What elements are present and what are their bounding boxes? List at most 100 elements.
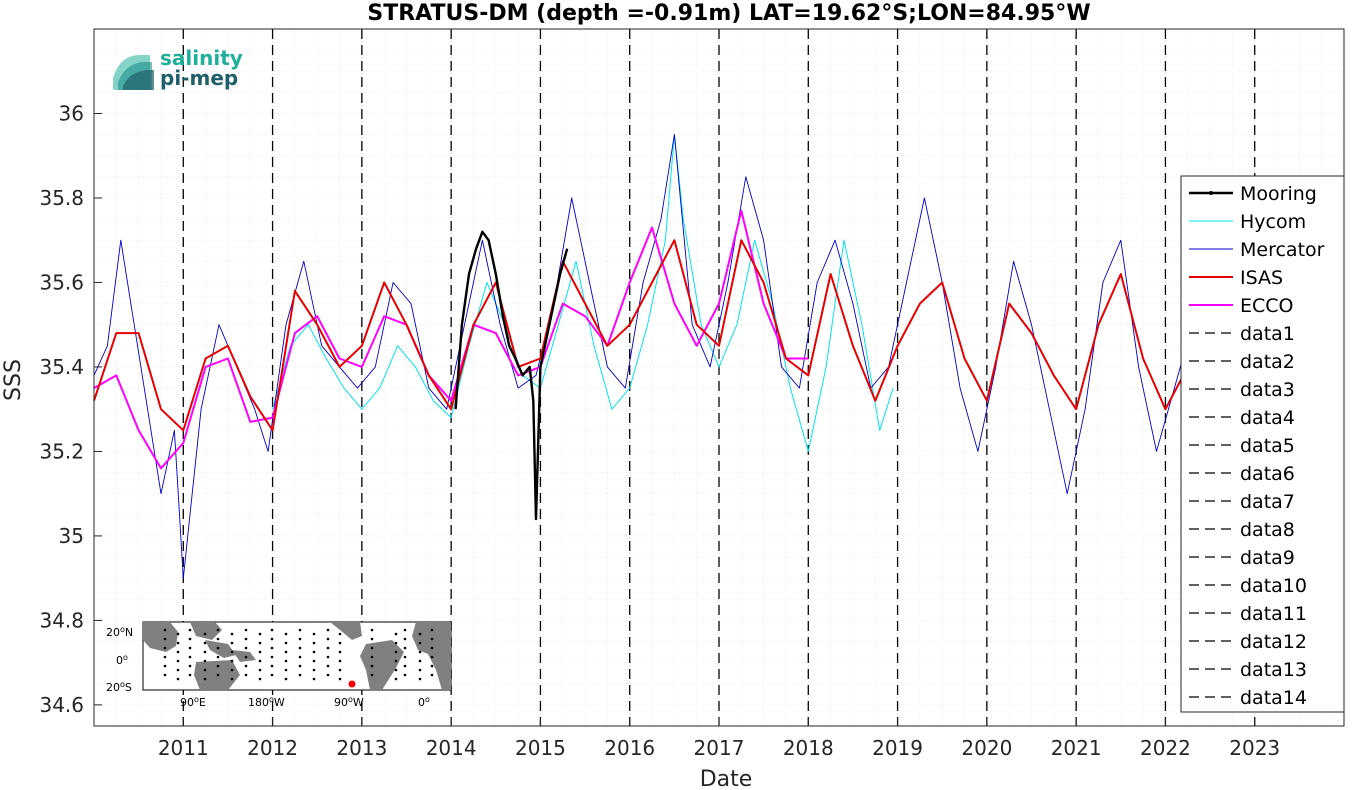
inset-map-dot	[298, 637, 302, 641]
inset-map-dot	[258, 677, 262, 681]
y-tick-label: 35	[59, 524, 84, 548]
inset-map-dot	[418, 641, 422, 645]
series-line-ecco	[93, 209, 809, 470]
legend-label-data1: data1	[1240, 323, 1295, 345]
inset-map-dot	[403, 673, 407, 677]
inset-map-dot	[338, 641, 342, 645]
legend-label-data6: data6	[1240, 463, 1295, 485]
legend-label-data4: data4	[1240, 407, 1295, 429]
y-axis-label: SSS	[1, 359, 26, 401]
inset-map-dot	[326, 664, 330, 668]
legend-label-mooring: Mooring	[1240, 183, 1317, 205]
legend: Mooring Hycom Mercator ISAS ECCO data1 data2 da…	[1180, 175, 1345, 713]
inset-map-dot	[270, 637, 274, 641]
legend-label-data9: data9	[1240, 547, 1295, 569]
inset-map-dot	[163, 664, 167, 668]
inset-map-dot	[326, 628, 330, 632]
legend-label-data7: data7	[1240, 491, 1295, 513]
inset-map-dot	[270, 655, 274, 659]
legend-label-data13: data13	[1240, 659, 1307, 681]
inset-map-dot	[370, 637, 374, 641]
inset-map-dot	[430, 655, 434, 659]
inset-map-dot	[270, 628, 274, 632]
x-tick-label: 2014	[426, 736, 477, 760]
inset-map-dot	[203, 659, 207, 663]
series-line-isas	[93, 239, 1202, 432]
legend-label-data3: data3	[1240, 379, 1295, 401]
inset-map-dot	[403, 637, 407, 641]
inset-map-dot	[258, 650, 262, 654]
inset-map-dot	[326, 646, 330, 650]
inset-map-dot	[270, 673, 274, 677]
y-tick-label: 34.8	[39, 608, 84, 632]
inset-map-dot	[203, 641, 207, 645]
inset-map-dot	[244, 655, 248, 659]
legend-label-hycom: Hycom	[1240, 211, 1306, 233]
inset-map-dot	[188, 637, 192, 641]
inset-map-dot	[216, 628, 220, 632]
inset-map-dot	[312, 677, 316, 681]
inset-map-dot	[418, 632, 422, 636]
inset-map-dot	[163, 646, 167, 650]
inset-map-dot	[326, 673, 330, 677]
inset-map-dot	[230, 641, 234, 645]
y-tick-label: 35.6	[39, 270, 84, 294]
inset-map-dot	[394, 668, 398, 672]
inset-map-dot	[203, 677, 207, 681]
inset-map-dot	[188, 628, 192, 632]
inset-map-lon-label-90e: 90oE	[180, 695, 206, 709]
y-tick-label: 36	[59, 101, 84, 125]
inset-map-dot	[403, 655, 407, 659]
x-tick-label: 2017	[694, 736, 745, 760]
y-tick-label: 35.8	[39, 186, 84, 210]
inset-map-dot	[230, 632, 234, 636]
inset-map-dot	[216, 673, 220, 677]
logo-text-salinity: salinity	[160, 46, 243, 70]
legend-box	[1180, 175, 1345, 713]
inset-map-dot	[326, 655, 330, 659]
inset-map-dot	[394, 641, 398, 645]
x-tick-label: 2016	[604, 736, 655, 760]
x-tick-label: 2020	[961, 736, 1012, 760]
inset-map-dot	[230, 650, 234, 654]
inset-map-dot	[163, 637, 167, 641]
inset-map-dot	[338, 668, 342, 672]
chart-title: STRATUS-DM (depth =-0.91m) LAT=19.62°S;L…	[367, 1, 1090, 26]
inset-map-dot	[284, 632, 288, 636]
inset-map-dot	[244, 628, 248, 632]
legend-label-data11: data11	[1240, 603, 1307, 625]
inset-map-dot	[244, 637, 248, 641]
inset-map-dot	[284, 650, 288, 654]
inset-map-lon-label-0: 0o	[418, 695, 430, 709]
inset-map-dot	[370, 628, 374, 632]
inset-map-dot	[230, 677, 234, 681]
inset-map-dot	[418, 668, 422, 672]
y-tick-label: 35.4	[39, 355, 84, 379]
inset-map: 20oN 0o 20oS 90oE 180oW 90oW 0o	[106, 621, 452, 709]
inset-map-dot	[216, 646, 220, 650]
legend-label-isas: ISAS	[1240, 267, 1283, 289]
inset-map-dot	[430, 664, 434, 668]
series-layer	[93, 134, 1206, 579]
inset-map-dot	[188, 664, 192, 668]
inset-map-lat-label-0: 0o	[116, 653, 128, 667]
inset-map-lon-label-180w: 180oW	[248, 695, 285, 709]
inset-map-dot	[284, 677, 288, 681]
legend-label-data5: data5	[1240, 435, 1295, 457]
inset-map-dot	[216, 637, 220, 641]
inset-map-dot	[258, 641, 262, 645]
inset-map-dot	[403, 664, 407, 668]
inset-map-dot	[284, 641, 288, 645]
legend-label-data12: data12	[1240, 631, 1307, 653]
inset-map-dot	[258, 659, 262, 663]
legend-label-data8: data8	[1240, 519, 1295, 541]
inset-map-dot	[394, 677, 398, 681]
inset-map-dot	[284, 659, 288, 663]
inset-map-dot	[203, 668, 207, 672]
inset-map-dot	[403, 646, 407, 650]
inset-map-dot	[370, 673, 374, 677]
inset-map-dot	[298, 646, 302, 650]
inset-map-dot	[176, 650, 180, 654]
inset-map-dot	[298, 628, 302, 632]
inset-map-lon-label-90w: 90oW	[334, 695, 364, 709]
